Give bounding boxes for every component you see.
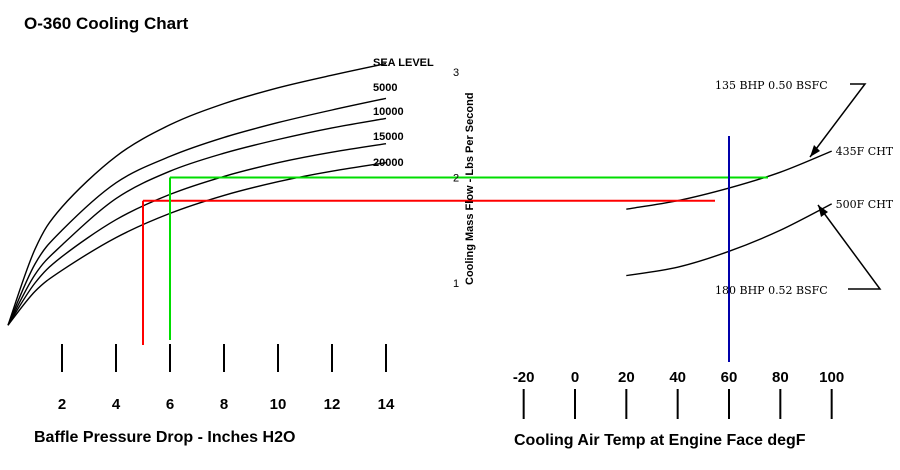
series-label-15000: 15000 <box>373 131 404 143</box>
y-tick-label: 1 <box>453 278 459 290</box>
x-axis-label-left: Baffle Pressure Drop - Inches H2O <box>34 429 295 446</box>
series-label-435f-cht: 435F CHT <box>836 145 894 158</box>
x-tick-label: 12 <box>324 396 341 413</box>
annotation-135bhp: 135 BHP 0.50 BSFC <box>715 79 828 92</box>
series-labels: SEA LEVEL 5000 10000 15000 20000 435F CHT 500F… <box>373 57 894 211</box>
x-tick-label: 10 <box>270 396 287 413</box>
pressure-drop-ticks: 2 4 6 8 10 12 14 <box>58 344 395 413</box>
x-tick-label: 0 <box>571 369 579 386</box>
x-tick-label: 2 <box>58 396 66 413</box>
x-tick-label: 4 <box>112 396 121 413</box>
series-label-sea-level: SEA LEVEL <box>373 57 434 69</box>
curve-5000 <box>7 97 387 326</box>
curve-sea-level <box>7 62 387 326</box>
annotation-arrow-180bhp <box>817 204 882 290</box>
series-label-10000: 10000 <box>373 106 404 118</box>
pressure-drop-curves <box>7 62 387 326</box>
x-tick-label: 20 <box>618 369 635 386</box>
x-tick-label: 8 <box>220 396 228 413</box>
annotation-180bhp: 180 BHP 0.52 BSFC <box>715 284 828 297</box>
x-tick-label: 80 <box>772 369 789 386</box>
curve-20000 <box>7 162 387 326</box>
x-tick-label: 14 <box>378 396 395 413</box>
annotation-arrow-135bhp <box>809 83 867 158</box>
x-tick-label: 6 <box>166 396 174 413</box>
x-axis-label-right: Cooling Air Temp at Engine Face degF <box>514 432 806 449</box>
series-label-20000: 20000 <box>373 157 404 169</box>
curve-10000 <box>7 117 387 326</box>
x-tick-label: 60 <box>721 369 738 386</box>
y-axis-label: Cooling Mass Flow - Lbs Per Second <box>464 92 476 285</box>
y-tick-label: 3 <box>453 67 459 79</box>
x-tick-label: 100 <box>819 369 844 386</box>
series-label-5000: 5000 <box>373 82 397 94</box>
air-temp-ticks: -20 0 20 40 60 80 100 <box>513 369 844 419</box>
curve-15000 <box>7 143 387 326</box>
x-tick-label: -20 <box>513 369 535 386</box>
mass-flow-ticks: 1 2 3 <box>453 67 459 290</box>
annotation-arrowhead-180bhp <box>818 205 828 217</box>
chart-title: O-360 Cooling Chart <box>24 14 189 33</box>
series-label-500f-cht: 500F CHT <box>836 198 894 211</box>
y-tick-label: 2 <box>453 173 459 185</box>
annotation-arrowhead-135bhp <box>810 145 820 157</box>
x-tick-label: 40 <box>669 369 686 386</box>
guide-lines <box>142 136 768 362</box>
